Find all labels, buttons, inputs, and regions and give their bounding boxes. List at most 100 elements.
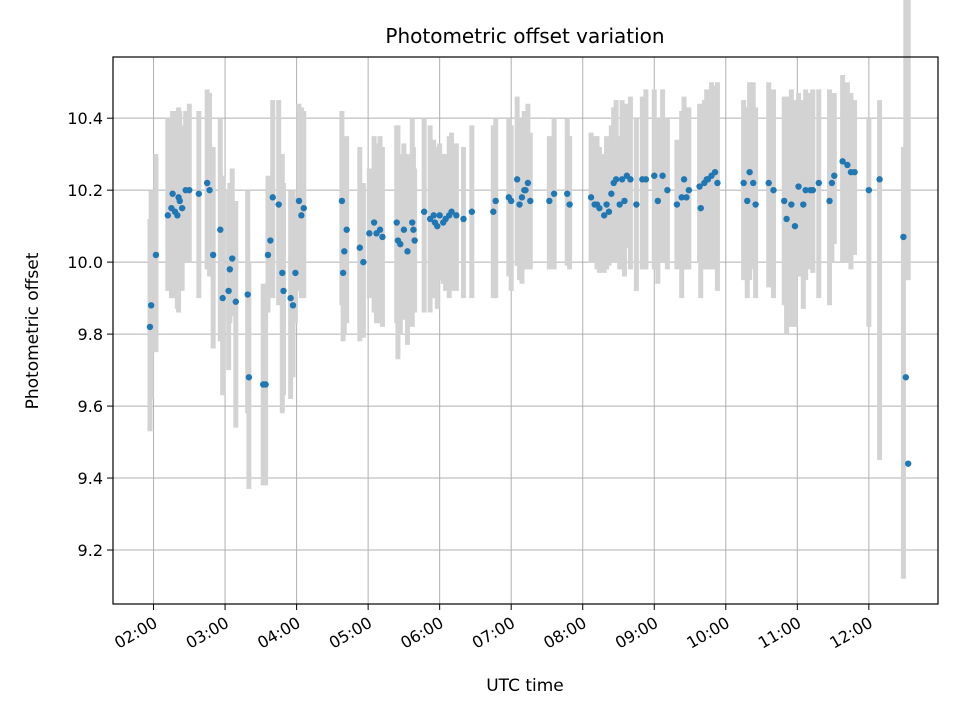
data-point [289, 302, 297, 309]
data-point [566, 201, 573, 208]
data-point [232, 298, 239, 305]
data-point [229, 255, 236, 262]
data-point [752, 201, 759, 208]
data-point [651, 172, 658, 179]
chart-title: Photometric offset variation [385, 24, 664, 48]
data-point [714, 179, 721, 187]
data-point [287, 294, 294, 302]
data-point [587, 194, 595, 201]
data-point [174, 212, 181, 219]
data-point [616, 201, 623, 208]
data-point [269, 194, 276, 201]
data-point [356, 244, 363, 251]
data-point [902, 374, 910, 381]
data-point [244, 291, 251, 298]
data-point [659, 172, 666, 179]
data-point [791, 222, 799, 230]
data-point [621, 197, 628, 205]
data-point [448, 208, 455, 215]
data-point [815, 179, 822, 187]
data-point [245, 374, 253, 381]
data-point [770, 186, 777, 194]
data-point [550, 190, 558, 197]
x-axis-title: UTC time [486, 676, 564, 696]
data-point [295, 197, 303, 205]
data-point [146, 323, 154, 331]
data-point [802, 186, 809, 194]
data-point [851, 168, 858, 176]
data-point [711, 168, 719, 176]
y-tick-label: 9.8 [78, 325, 103, 344]
data-point [376, 226, 384, 233]
data-point [370, 219, 378, 226]
data-point [697, 204, 704, 212]
data-point [612, 176, 620, 183]
data-point [678, 194, 685, 201]
data-point [217, 226, 224, 233]
data-point [746, 168, 753, 176]
data-point [400, 226, 408, 233]
data-point [300, 204, 307, 212]
data-point [195, 190, 203, 197]
data-point [744, 197, 751, 205]
data-point [603, 201, 610, 208]
data-point [516, 201, 523, 208]
data-point [453, 212, 460, 219]
data-point [633, 201, 640, 208]
data-point [280, 287, 287, 295]
data-point [826, 197, 833, 205]
data-point [147, 302, 155, 309]
data-point [664, 186, 671, 194]
data-point [783, 215, 790, 223]
data-point [795, 183, 802, 190]
data-point [492, 197, 499, 205]
data-point [341, 248, 348, 255]
data-point [164, 212, 172, 219]
data-point [404, 248, 411, 255]
data-point [680, 176, 688, 183]
data-point [527, 197, 534, 205]
data-point [490, 208, 497, 215]
data-point [264, 251, 272, 259]
data-point [379, 233, 386, 241]
data-point [292, 269, 299, 277]
data-point [176, 197, 183, 205]
y-tick-label: 10.4 [67, 109, 103, 128]
data-point [275, 201, 282, 208]
data-point [696, 183, 703, 190]
data-point [279, 269, 286, 277]
data-point [900, 233, 907, 241]
data-point [397, 240, 404, 248]
data-point [468, 208, 476, 215]
data-point [765, 179, 772, 187]
data-point [904, 460, 912, 467]
data-point [298, 212, 305, 219]
data-point [839, 158, 846, 165]
data-points [146, 158, 912, 467]
y-tick-label: 9.6 [78, 397, 103, 416]
data-point [618, 176, 626, 183]
y-axis: 9.2 9.4 9.6 9.8 10.0 10.2 10.4 [67, 109, 113, 560]
data-point [683, 194, 690, 201]
data-point [800, 201, 807, 208]
data-point [360, 258, 367, 266]
y-tick-label: 10.2 [67, 181, 103, 200]
y-axis-title: Photometric offset [23, 252, 43, 409]
data-point [430, 212, 437, 219]
data-point [209, 251, 217, 259]
data-point [203, 179, 211, 187]
y-tick-label: 9.4 [78, 469, 103, 488]
data-point [844, 161, 851, 169]
data-point [524, 179, 532, 187]
data-point [513, 176, 521, 183]
data-point [169, 190, 176, 197]
data-point [460, 215, 467, 223]
data-point [642, 176, 650, 183]
data-point [828, 179, 836, 187]
data-point [788, 201, 795, 208]
data-point [627, 176, 634, 183]
data-point [654, 197, 662, 205]
data-point [608, 190, 615, 197]
